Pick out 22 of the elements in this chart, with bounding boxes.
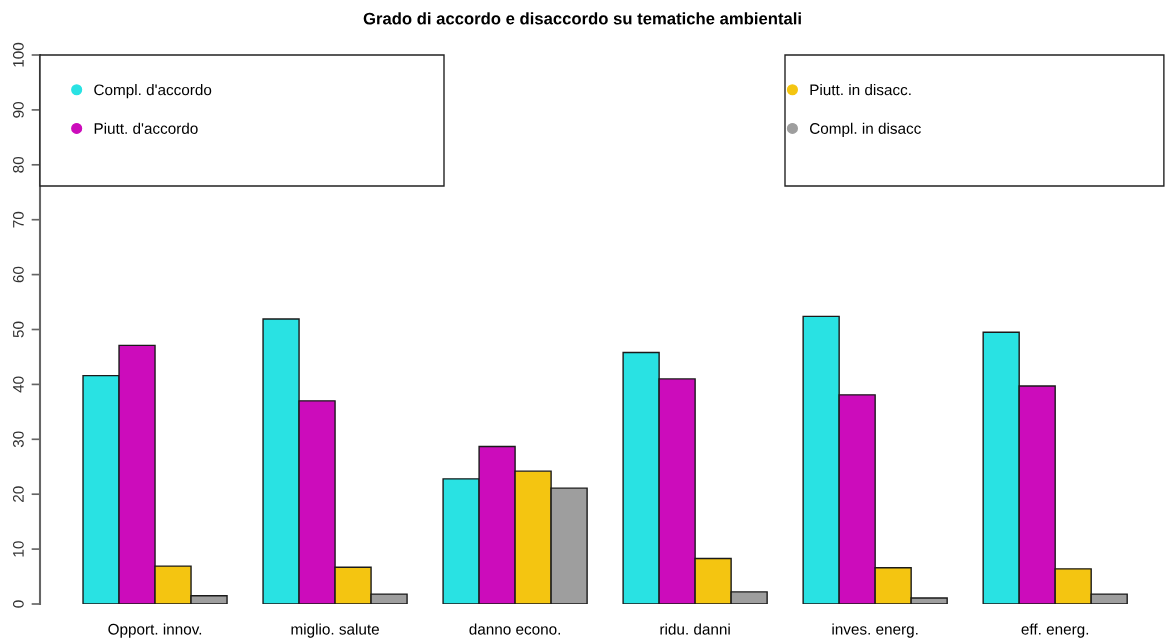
legend-label: Compl. d'accordo xyxy=(94,84,212,99)
y-tick-label: 40 xyxy=(12,376,24,393)
y-tick-label: 80 xyxy=(12,156,24,173)
x-tick-label: danno econo. xyxy=(469,623,561,635)
y-tick-label: 0 xyxy=(12,600,24,608)
x-tick-label: inves. energ. xyxy=(832,623,918,638)
y-tick-label: 30 xyxy=(12,431,24,448)
y-tick-label: 90 xyxy=(12,102,24,118)
y-tick-label: 20 xyxy=(12,486,24,502)
x-tick-label: miglio. salute xyxy=(291,623,379,638)
y-tick-label: 70 xyxy=(12,211,24,228)
x-tick-label: ridu. danni xyxy=(660,623,730,635)
legend-label: Piutt. in disacc. xyxy=(810,84,911,96)
x-tick-label: Opport. innov. xyxy=(108,623,202,638)
legend-label: Piutt. d'accordo xyxy=(94,122,198,134)
y-tick-label: 60 xyxy=(12,266,24,283)
x-tick-label: eff. energ. xyxy=(1021,623,1089,638)
y-tick-label: 10 xyxy=(12,541,24,557)
y-tick-label: 50 xyxy=(12,321,24,338)
y-tick-label: 100 xyxy=(12,42,24,67)
legend-label: Compl. in disacc xyxy=(810,122,921,137)
chart-title: Grado di accordo e disaccordo su tematiche ambientali xyxy=(363,12,801,25)
